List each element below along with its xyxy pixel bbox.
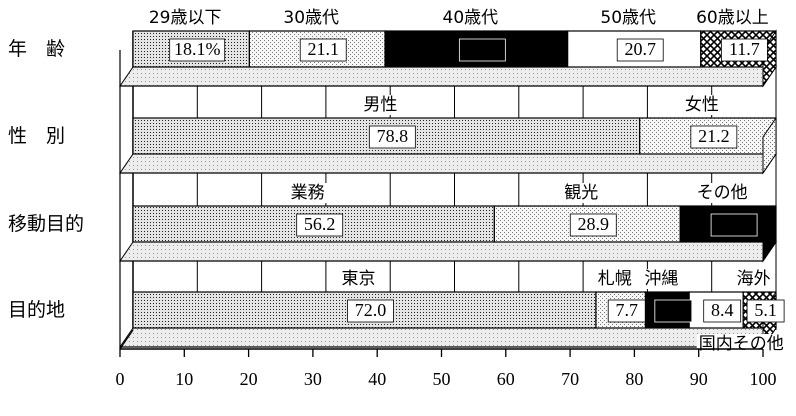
value-label-box: [710, 213, 758, 237]
labels-layer: 年 齢 18.1% 29歳以下 21.1 30歳代 28.4 40歳代 20.7 50歳代 11.…: [8, 8, 786, 354]
category-label: 業務: [291, 183, 325, 203]
value-label-box: [169, 38, 226, 62]
category-label: 29歳以下: [149, 8, 222, 28]
category-label: 札幌: [598, 269, 632, 289]
row-label: 移動目的: [8, 213, 84, 235]
value-label-box: [746, 299, 785, 323]
x-axis: 0 10 20 30 40 50 60 70 80 90 100: [116, 50, 777, 389]
category-label-bg: [440, 8, 501, 28]
value-label-box: [720, 38, 768, 62]
value-label-box: [296, 213, 344, 237]
value-label: 6.8: [662, 300, 685, 320]
category-label: 60歳以上: [696, 8, 769, 28]
category-label-bg: [281, 8, 342, 28]
value-label: 56.2: [304, 214, 336, 234]
x-tick-label: 60: [497, 369, 515, 389]
category-label-bg: [642, 269, 681, 289]
value-label-box: [299, 38, 347, 62]
x-tick-label: 80: [625, 369, 643, 389]
category-label-bg: [288, 183, 327, 203]
category-label: 30歳代: [283, 8, 339, 28]
value-label: 78.8: [377, 126, 409, 146]
row-label: 性 別: [8, 125, 65, 147]
value-label: 21.1: [307, 39, 339, 59]
category-label: 沖縄: [644, 269, 678, 289]
value-label-box: [458, 38, 506, 62]
x-tick-label: 20: [240, 369, 258, 389]
category-label: 40歳代: [443, 8, 499, 28]
value-label-box: [654, 299, 693, 323]
value-label-box: [607, 299, 646, 323]
value-label: 72.0: [355, 300, 387, 320]
bar-floor: [119, 327, 777, 348]
row-label: 目的地: [8, 299, 65, 321]
x-tick-label: 70: [561, 369, 579, 389]
x-tick-label: 30: [304, 369, 322, 389]
bar-end-face: [762, 116, 777, 175]
value-label: 5.1: [754, 300, 777, 320]
row-label: 年 齢: [8, 38, 65, 60]
category-label-bg: [146, 8, 224, 28]
value-label-box: [368, 125, 416, 149]
category-label-bg: [339, 269, 378, 289]
value-label: 14.9: [718, 214, 750, 234]
x-tick-label: 100: [750, 369, 777, 389]
category-label: 東京: [341, 269, 375, 289]
category-label: その他: [697, 183, 748, 203]
x-tick-label: 40: [368, 369, 386, 389]
value-label: 18.1%: [174, 39, 221, 59]
category-label: 観光: [564, 183, 598, 203]
category-label: 50歳代: [600, 8, 656, 28]
category-label-bg: [595, 269, 634, 289]
value-label: 11.7: [729, 39, 760, 59]
x-tick-label: 90: [690, 369, 708, 389]
category-label-bg: [598, 8, 659, 28]
x-tick-label: 10: [175, 369, 193, 389]
bar-floor: [119, 66, 777, 87]
value-label: 28.4: [467, 39, 499, 59]
value-label: 7.7: [615, 300, 638, 320]
value-label-box: [703, 299, 742, 323]
bar-floor: [119, 153, 777, 174]
category-label-bg: [694, 8, 771, 28]
category-label: 国内その他: [699, 334, 784, 354]
category-label-bg: [562, 183, 601, 203]
category-label-bg: [361, 95, 400, 115]
category-label-bg: [734, 269, 773, 289]
x-tick-label: 0: [116, 369, 125, 389]
x-tick-label: 50: [433, 369, 451, 389]
category-label-bg: [682, 95, 721, 115]
category-label: 女性: [685, 95, 719, 115]
value-label: 20.7: [624, 39, 656, 59]
value-label-box: [569, 213, 617, 237]
bar-floor: [119, 241, 777, 262]
value-label-box: [347, 299, 394, 323]
bar-end-face: [762, 204, 777, 263]
value-label: 21.2: [698, 126, 730, 146]
value-label-box: [690, 125, 738, 149]
category-label: 男性: [363, 95, 397, 115]
category-label-bg: [694, 183, 750, 203]
value-label: 8.4: [711, 300, 734, 320]
category-label: 海外: [737, 269, 771, 289]
value-label: 28.9: [578, 214, 610, 234]
axis-depth-edge: [119, 329, 134, 350]
value-label-box: [616, 38, 664, 62]
